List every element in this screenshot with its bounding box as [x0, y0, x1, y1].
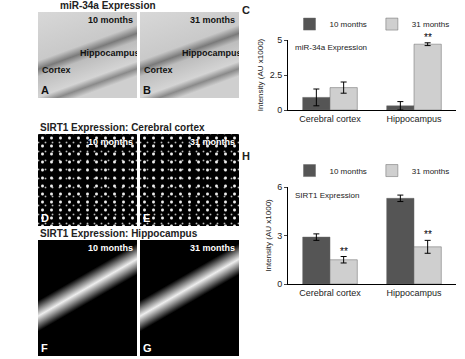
svg-text:**: ** [424, 229, 432, 240]
html-text:10 months: 10 months [88, 15, 133, 25]
svg-text:3: 3 [277, 231, 282, 241]
html-text:F: F [41, 342, 48, 354]
svg-text:10 months: 10 months [330, 20, 367, 29]
html-text:31 months: 31 months [190, 137, 235, 147]
svg-text:Cerebral cortex: Cerebral cortex [299, 114, 361, 124]
html-text:10 months: 10 months [88, 243, 133, 253]
svg-text:31 months: 31 months [412, 20, 449, 29]
svg-text:Cerebral cortex: Cerebral cortex [299, 288, 361, 298]
svg-text:Intensity (AU x1000): Intensity (AU x1000) [264, 199, 273, 272]
svg-text:Hippocampus: Hippocampus [386, 114, 442, 124]
html-text:Cortex: Cortex [42, 65, 71, 75]
html-text:B: B [143, 84, 151, 96]
svg-text:0: 0 [277, 105, 282, 115]
html-text:C: C [242, 4, 250, 16]
svg-text:SIRT1 Expression: SIRT1 Expression [295, 191, 359, 200]
html-text:D: D [41, 212, 49, 224]
html-text:E: E [143, 212, 151, 224]
svg-text:**: ** [340, 246, 348, 257]
svg-text:Hippocampus: Hippocampus [386, 288, 442, 298]
svg-text:5: 5 [277, 35, 282, 45]
svg-text:**: ** [424, 32, 432, 43]
html-text:SIRT1 Expression: Hippocampus: SIRT1 Expression: Hippocampus [40, 228, 198, 239]
svg-text:Intensity (AU x1000): Intensity (AU x1000) [256, 38, 265, 111]
svg-text:10 months: 10 months [330, 167, 367, 176]
svg-text:0: 0 [277, 279, 282, 289]
svg-text:miR-34a Expression: miR-34a Expression [295, 43, 367, 52]
html-text:G: G [143, 342, 152, 354]
html-text:Cortex: Cortex [144, 65, 173, 75]
html-text:31 months: 31 months [190, 15, 235, 25]
svg-text:31 months: 31 months [412, 167, 449, 176]
html-text:31 months: 31 months [190, 243, 235, 253]
svg-text:2.5: 2.5 [270, 70, 283, 80]
html-text:10 months: 10 months [88, 137, 133, 147]
html-text:A: A [41, 84, 49, 96]
html-text:SIRT1 Expression: Cerebral cor: SIRT1 Expression: Cerebral cortex [40, 122, 205, 133]
svg-text:6: 6 [277, 182, 282, 192]
html-text:H: H [242, 150, 250, 162]
html-text:miR-34a Expression: miR-34a Expression [60, 0, 156, 11]
